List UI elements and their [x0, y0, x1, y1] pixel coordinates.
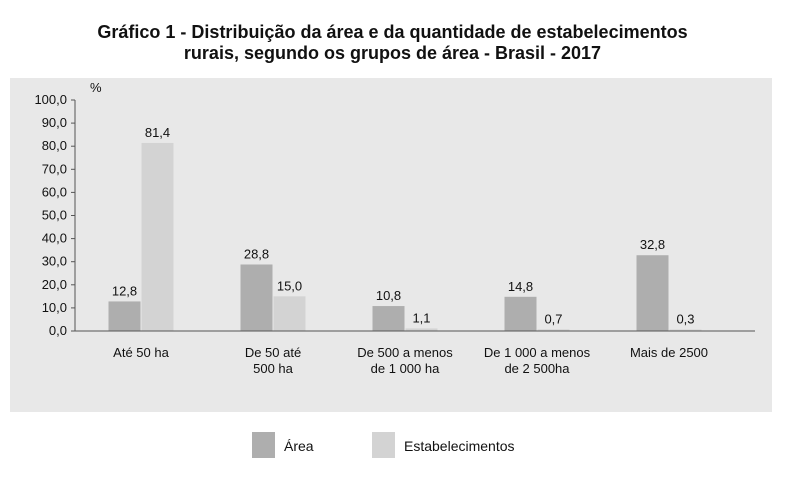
bar-chart: % 0,0 10,0 20,0 30,0 40,0 50,0 60,0 70,0 80,0 90,0…	[34, 80, 755, 376]
bar-estabelecimentos	[405, 328, 438, 331]
bar-area	[240, 264, 273, 331]
y-tick-label: 100,0	[34, 92, 67, 107]
data-label-area: 12,8	[112, 283, 137, 298]
y-tick-label: 30,0	[42, 254, 67, 269]
legend-swatch-area	[252, 432, 275, 458]
y-tick-label: 40,0	[42, 231, 67, 246]
category-label: De 500 a menos	[357, 345, 453, 360]
bar-estabelecimentos	[273, 296, 306, 331]
legend: Área Estabelecimentos	[0, 432, 785, 458]
data-label-area: 28,8	[244, 246, 269, 261]
y-tick-label: 10,0	[42, 300, 67, 315]
y-tick-label: 0,0	[49, 323, 67, 338]
category-label: De 50 até	[245, 345, 301, 360]
bar-area	[636, 255, 669, 331]
chart-title: Gráfico 1 - Distribuição da área e da qu…	[0, 22, 785, 64]
bar-area	[108, 301, 141, 331]
legend-swatch-estabelecimentos	[372, 432, 395, 458]
y-tick-label: 60,0	[42, 184, 67, 199]
y-tick-label: 50,0	[42, 208, 67, 223]
category-label: De 1 000 a menos	[484, 345, 591, 360]
legend-label-area: Área	[284, 438, 314, 454]
category-label: 500 ha	[253, 361, 294, 376]
y-tick-label: 90,0	[42, 115, 67, 130]
category-label: de 1 000 ha	[371, 361, 440, 376]
data-label-estabelecimentos: 0,7	[544, 311, 562, 326]
data-label-area: 32,8	[640, 237, 665, 252]
bar-estabelecimentos	[141, 142, 174, 331]
y-tick-label: 20,0	[42, 277, 67, 292]
y-tick-label: 80,0	[42, 138, 67, 153]
chart-title-line-1: Gráfico 1 - Distribuição da área e da qu…	[97, 22, 688, 42]
category-label: Mais de 2500	[630, 345, 708, 360]
bar-estabelecimentos	[537, 329, 570, 331]
category-label: de 2 500ha	[504, 361, 570, 376]
plot-panel: % 0,0 10,0 20,0 30,0 40,0 50,0 60,0 70,0 80,0 90,0…	[10, 78, 772, 412]
data-label-estabelecimentos: 81,4	[145, 125, 170, 140]
data-label-estabelecimentos: 0,3	[676, 312, 694, 327]
chart-title-line-2: rurais, segundo os grupos de área - Bras…	[183, 43, 602, 63]
bar-area	[372, 306, 405, 331]
legend-label-estabelecimentos: Estabelecimentos	[404, 438, 515, 454]
category-label: Até 50 ha	[113, 345, 169, 360]
data-label-estabelecimentos: 15,0	[277, 278, 302, 293]
bar-estabelecimentos	[669, 329, 702, 331]
y-tick-label: 70,0	[42, 161, 67, 176]
data-label-estabelecimentos: 1,1	[412, 310, 430, 325]
y-axis-unit-label: %	[90, 80, 102, 95]
data-label-area: 14,8	[508, 279, 533, 294]
data-label-area: 10,8	[376, 288, 401, 303]
bar-area	[504, 296, 537, 331]
